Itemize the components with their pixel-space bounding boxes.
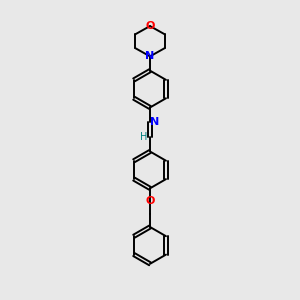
Text: O: O [145, 196, 155, 206]
Text: N: N [146, 51, 154, 62]
Text: O: O [145, 21, 155, 31]
Text: N: N [150, 117, 160, 128]
Text: H: H [140, 132, 147, 142]
